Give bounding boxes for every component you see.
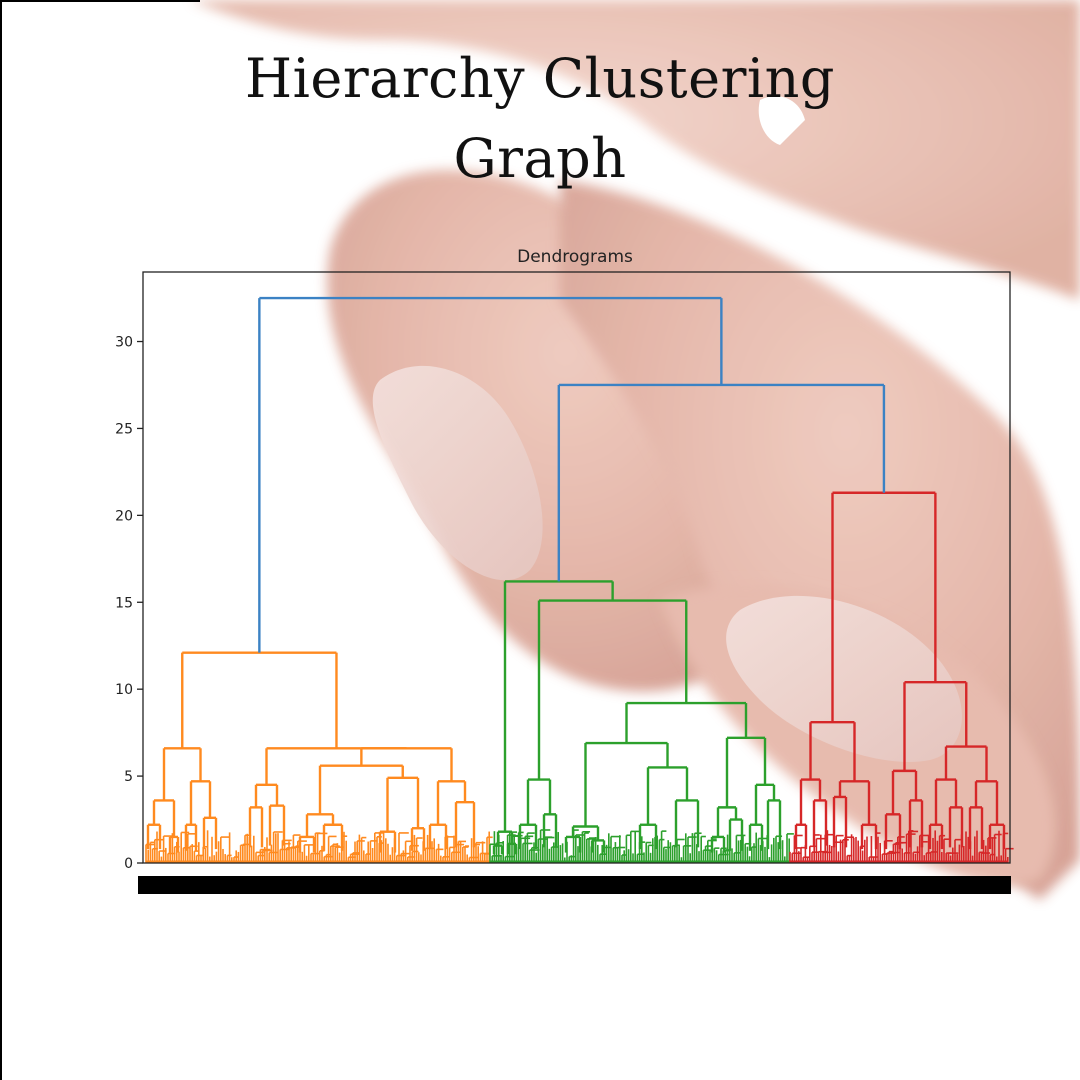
leaf-labels-band: [138, 876, 1011, 894]
top-frame-border: [0, 0, 200, 2]
leaf-branches: [145, 829, 1014, 864]
dendrogram-links: [146, 296, 1006, 855]
y-axis: 0 5 10 15 20 25 30: [115, 335, 143, 872]
chart-title: Dendrograms: [517, 247, 633, 267]
y-tick-label: 30: [115, 335, 133, 351]
hand-fingers-photo-icon: [190, 0, 1080, 900]
y-tick-label: 25: [115, 421, 133, 437]
poster-title-line-2: Graph: [453, 127, 627, 190]
poster-title-line-1: Hierarchy Clustering: [245, 47, 835, 110]
y-tick-label: 20: [115, 508, 133, 524]
y-tick-label: 0: [124, 856, 133, 872]
y-tick-label: 10: [115, 682, 133, 698]
left-frame-border: [0, 0, 2, 1080]
plot-frame: [142, 271, 1011, 864]
y-tick-label: 5: [124, 769, 133, 785]
y-tick-label: 15: [115, 595, 133, 611]
